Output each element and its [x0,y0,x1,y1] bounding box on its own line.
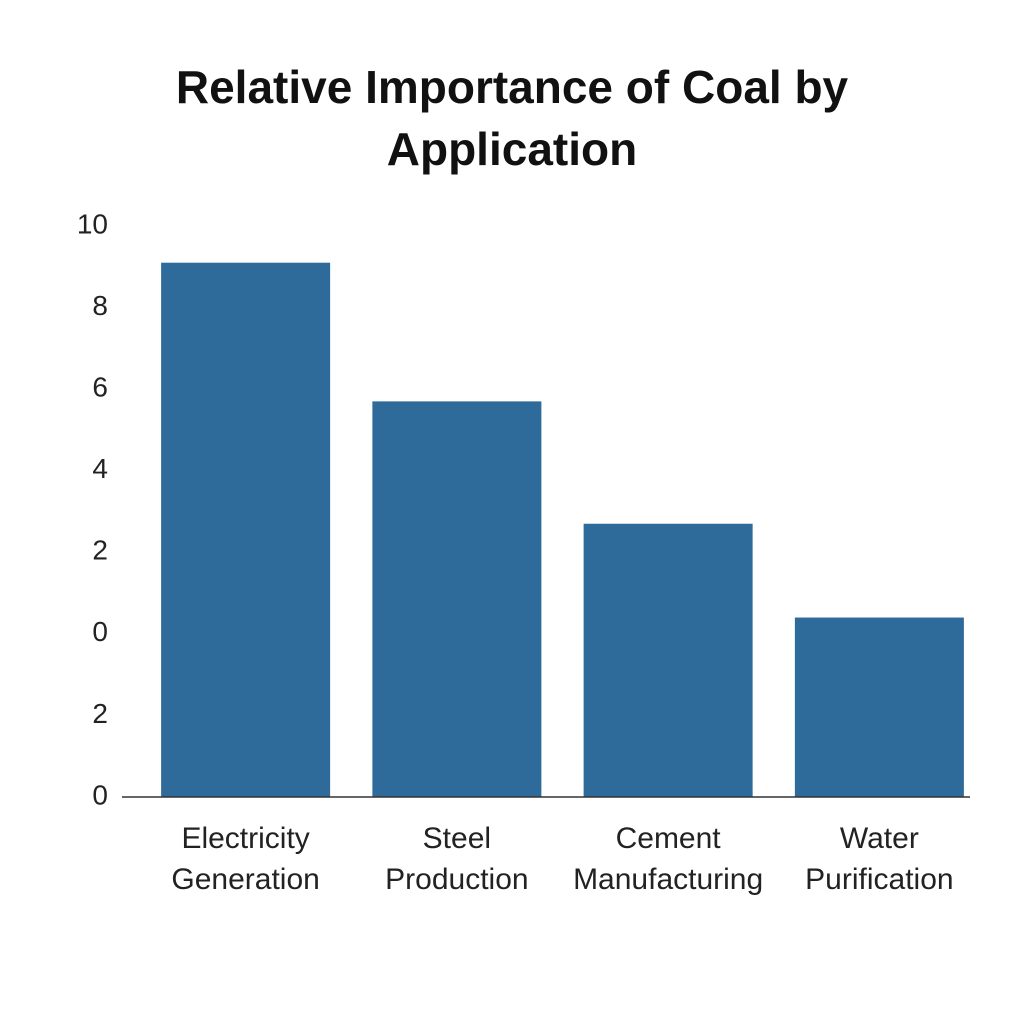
chart-title: Relative Importance of Coal by Applicati… [175,61,849,175]
bar [583,523,753,797]
bar [794,617,964,797]
x-tick-label: Steel Production [385,822,529,896]
y-tick-label: 0 [92,616,108,647]
y-tick-label: 4 [92,453,108,484]
y-tick-label: 2 [92,698,108,729]
y-tick-label: 0 [92,779,108,810]
y-tick-label: 2 [92,535,108,566]
x-tick-label: Water Purification [805,822,954,896]
y-tick-label: 8 [92,290,108,321]
x-tick-label: Cement Manufacturing [573,822,764,896]
bar [161,262,331,797]
y-tick-label: 10 [77,208,108,239]
bar [372,401,542,797]
y-tick-label: 6 [92,372,108,403]
x-tick-label: Electricity Generation [171,822,320,896]
